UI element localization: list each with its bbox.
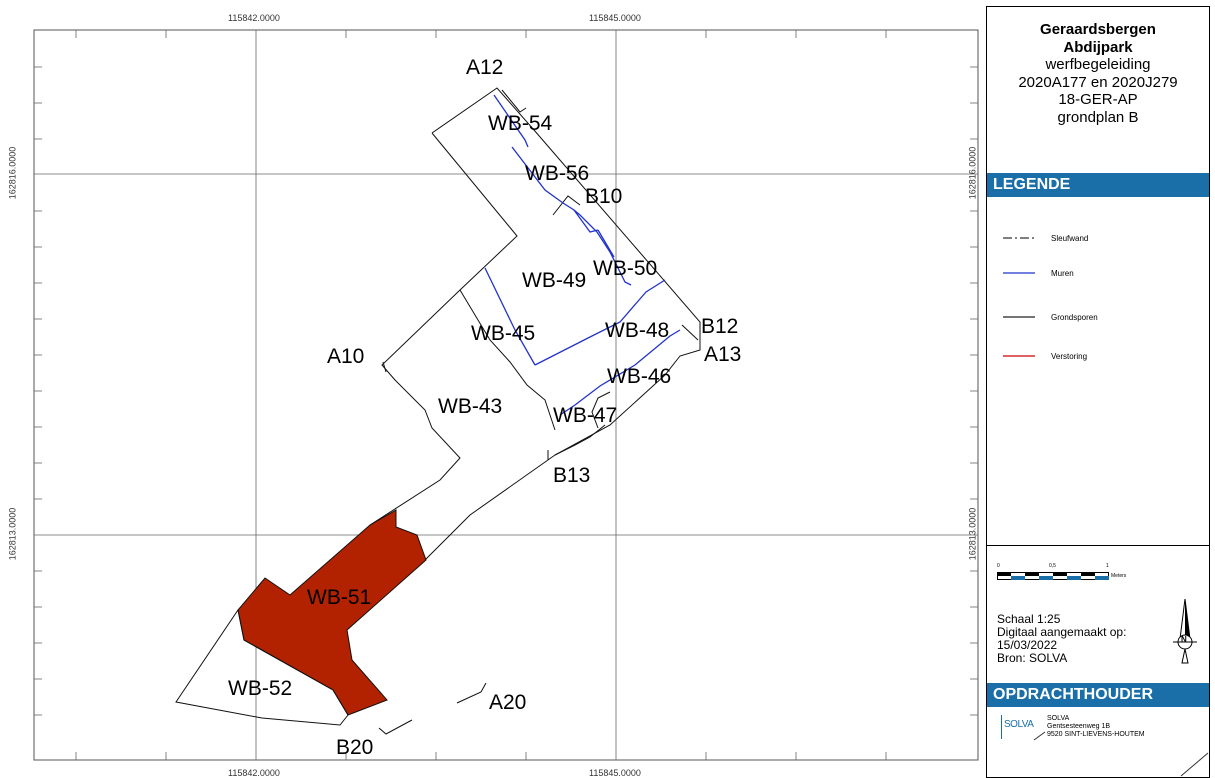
label-wb-45: WB-45 (471, 322, 536, 345)
grondsporen-line-icon (1003, 316, 1035, 318)
sleufwand-line-icon (1003, 237, 1035, 239)
legend-item-muren: Muren (1003, 266, 1074, 280)
client-header: OPDRACHTHOUDER (987, 683, 1209, 707)
label-wb-56: WB-56 (525, 162, 590, 185)
label-b13: B13 (553, 464, 591, 487)
panel-divider (987, 545, 1209, 546)
coord-bottom-x1: 115842.0000 (228, 768, 280, 778)
title-line-5: 18-GER-AP (1058, 91, 1138, 108)
verstoring-line-icon (1003, 355, 1035, 357)
legend-item-verstoring: Verstoring (1003, 349, 1087, 363)
label-wb-49: WB-49 (522, 269, 587, 292)
logo-slash-icon (1033, 731, 1046, 741)
scale-tick-05: 0,5 (1049, 563, 1056, 569)
north-letter: N (1181, 635, 1187, 644)
label-wb-43: WB-43 (438, 395, 503, 418)
scale-tick-1: 1 (1106, 563, 1109, 569)
solva-logo-text: SOLVA (1004, 719, 1034, 730)
digital-line-1: Digitaal aangemaakt op: (997, 625, 1127, 639)
wb-52-outline (175, 608, 349, 726)
scale-bar (997, 572, 1109, 580)
map-frame (33, 29, 979, 761)
coordinate-grid (34, 30, 978, 760)
title-line-6: grondplan B (1057, 108, 1139, 126)
digital-line-2: 15/03/2022 (997, 638, 1058, 652)
coord-right-y1: 162816.0000 (967, 146, 978, 200)
solva-logo: SOLVA (1001, 715, 1034, 739)
coord-right-y2: 162813.0000 (967, 507, 978, 561)
legend-panel: Geraardsbergen Abdijpark werfbegeleiding… (986, 6, 1210, 778)
legend-label-verstoring: Verstoring (1051, 351, 1088, 361)
coord-top-x1: 115842.0000 (228, 13, 280, 23)
coord-top-x2: 115845.0000 (589, 13, 641, 23)
coord-left-y2: 162813.0000 (7, 507, 18, 561)
title-line-1: Geraardsbergen (1040, 21, 1156, 38)
label-b10: B10 (585, 185, 623, 208)
label-wb-54: WB-54 (488, 112, 553, 135)
scale-tick-0: 0 (997, 563, 1000, 569)
label-wb-47: WB-47 (553, 404, 618, 427)
map-canvas[interactable] (0, 0, 985, 778)
muren-line-icon (1003, 272, 1035, 274)
client-name: SOLVA (1047, 715, 1070, 722)
corner-slash-icon (1180, 752, 1209, 777)
frame-ticks (34, 30, 978, 760)
label-a10: A10 (327, 345, 365, 368)
legend-header: LEGENDE (987, 173, 1209, 197)
scale-unit: Meters (1111, 573, 1127, 579)
source-text: Bron: SOLVA (997, 651, 1068, 665)
label-b20: B20 (336, 736, 374, 759)
muren-lines (484, 94, 681, 416)
legend-label-muren: Muren (1051, 268, 1074, 278)
client-address-1: Gentsesteenweg 1B (1047, 723, 1111, 730)
label-a13: A13 (704, 343, 742, 366)
title-block: Geraardsbergen Abdijpark werfbegeleiding… (987, 21, 1209, 126)
legend-item-sleufwand: Sleufwand (1003, 231, 1088, 245)
title-line-4: 2020A177 en 2020J279 (1018, 73, 1178, 91)
label-wb-50: WB-50 (593, 257, 658, 280)
label-a20: A20 (489, 691, 527, 714)
legend-label-grondsporen: Grondsporen (1051, 312, 1098, 322)
scale-text: Schaal 1:25 (997, 612, 1061, 626)
label-wb-48: WB-48 (605, 319, 670, 342)
grondsporen-lines (378, 89, 699, 735)
label-wb-51: WB-51 (307, 586, 372, 609)
legend-item-grondsporen: Grondsporen (1003, 310, 1098, 324)
label-b12: B12 (701, 315, 739, 338)
main-trench-outline (369, 87, 701, 561)
title-line-3: werfbegeleiding (1045, 56, 1151, 73)
legend-label-sleufwand: Sleufwand (1051, 233, 1089, 243)
client-address-2: 9520 SINT-LIEVENS-HOUTEM (1047, 731, 1145, 738)
north-arrow-icon (1173, 599, 1197, 664)
coord-bottom-x2: 115845.0000 (589, 768, 641, 778)
label-wb-46: WB-46 (607, 365, 672, 388)
label-wb-52: WB-52 (228, 677, 293, 700)
label-a12: A12 (466, 56, 504, 79)
coord-left-y1: 162816.0000 (7, 146, 18, 200)
title-line-2: Abdijpark (1063, 38, 1133, 56)
